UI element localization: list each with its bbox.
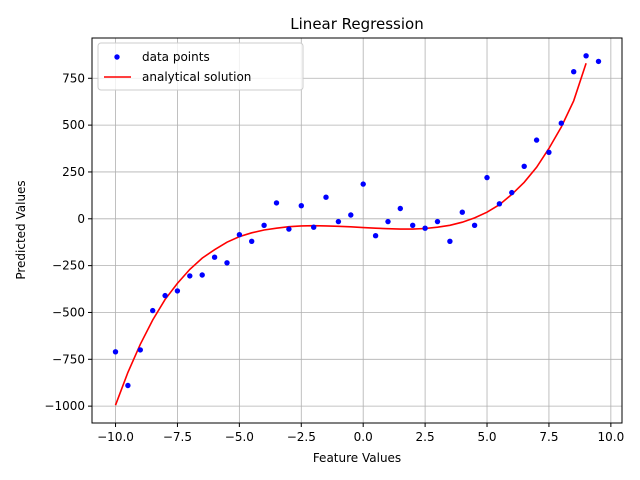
data-point	[422, 225, 428, 231]
data-point	[410, 222, 416, 228]
data-point	[471, 222, 478, 228]
data-point	[372, 233, 379, 239]
legend-box	[97, 42, 304, 91]
chart-title: Linear Regression	[290, 15, 423, 33]
data-point	[385, 218, 391, 225]
y-tick-label: −1000	[44, 399, 85, 413]
y-tick-label: −500	[52, 305, 85, 319]
legend-label-analytical-solution: analytical solution	[142, 70, 251, 84]
data-point	[273, 200, 280, 206]
y-tick-label: −750	[52, 352, 85, 366]
x-tick-label: −7.5	[163, 430, 192, 444]
data-point	[249, 238, 255, 244]
data-point	[397, 205, 403, 212]
data-point	[571, 69, 577, 75]
data-point	[112, 349, 119, 355]
data-point	[335, 218, 342, 225]
data-point	[199, 272, 205, 278]
data-point	[348, 212, 354, 218]
y-tick-label: 0	[77, 212, 85, 226]
y-tick-label: 750	[62, 71, 85, 85]
x-tick-label: 2.5	[416, 430, 435, 444]
x-tick-label: 0.0	[354, 430, 373, 444]
data-point	[509, 189, 515, 196]
data-point	[496, 201, 503, 207]
data-point	[311, 224, 317, 230]
data-point	[360, 181, 366, 187]
data-point	[137, 347, 143, 353]
x-tick-label: −2.5	[287, 430, 316, 444]
y-tick-label: −250	[52, 259, 85, 273]
data-point	[546, 149, 552, 155]
data-point	[595, 58, 602, 65]
y-tick-label: 500	[62, 118, 85, 132]
x-tick-label: −10.0	[97, 430, 134, 444]
data-point	[298, 203, 304, 209]
data-point	[583, 53, 589, 59]
data-point	[236, 232, 243, 238]
data-point	[558, 120, 564, 126]
data-point	[434, 218, 441, 225]
data-point	[174, 288, 181, 294]
legend-label-data-points: data points	[142, 50, 210, 64]
y-axis-label: Predicted Values	[14, 180, 28, 279]
data-point	[323, 194, 329, 200]
x-tick-label: 10.0	[597, 430, 624, 444]
data-point	[521, 163, 527, 169]
x-axis-label: Feature Values	[313, 451, 401, 465]
x-tick-label: 5.0	[477, 430, 496, 444]
data-point	[533, 137, 540, 143]
data-point	[211, 254, 218, 260]
data-point	[447, 238, 453, 244]
data-point	[484, 174, 490, 181]
data-point	[125, 382, 131, 389]
data-point	[261, 222, 267, 228]
data-point	[162, 292, 168, 299]
y-axis-ticks: −1000 −750 −500 −250 0 250 500 750	[44, 71, 92, 413]
analytical-solution-line	[114, 63, 587, 406]
x-tick-label: −5.0	[225, 430, 254, 444]
legend-marker-data-points	[114, 54, 120, 60]
plot-content	[112, 53, 602, 406]
data-point	[187, 273, 193, 279]
y-tick-label: 250	[62, 165, 85, 179]
data-point	[224, 260, 230, 266]
data-point	[286, 226, 292, 232]
x-tick-label: 7.5	[539, 430, 558, 444]
legend: data points analytical solution	[97, 42, 304, 91]
data-point	[459, 209, 465, 215]
plot-frame	[91, 37, 623, 424]
data-point	[150, 307, 156, 314]
x-axis-ticks: −10.0 −7.5 −5.0 −2.5 0.0 2.5 5.0 7.5 10.0	[97, 423, 624, 444]
